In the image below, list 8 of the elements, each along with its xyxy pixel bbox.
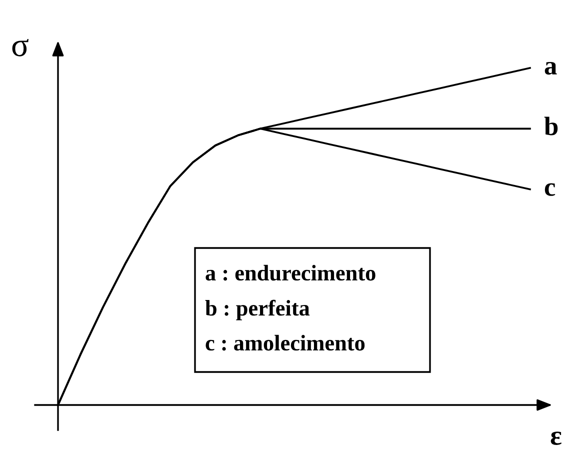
annotation: a : endurecimento [206, 264, 376, 281]
y-axis-title: σ [12, 38, 28, 56]
series-label: a [544, 62, 557, 75]
x-axis-title: ε [550, 432, 562, 445]
series-label: c [544, 183, 556, 196]
annotation: b : perfeita [205, 300, 310, 320]
annotation: c : amolecimento [206, 334, 365, 351]
series-label: b [544, 116, 558, 136]
